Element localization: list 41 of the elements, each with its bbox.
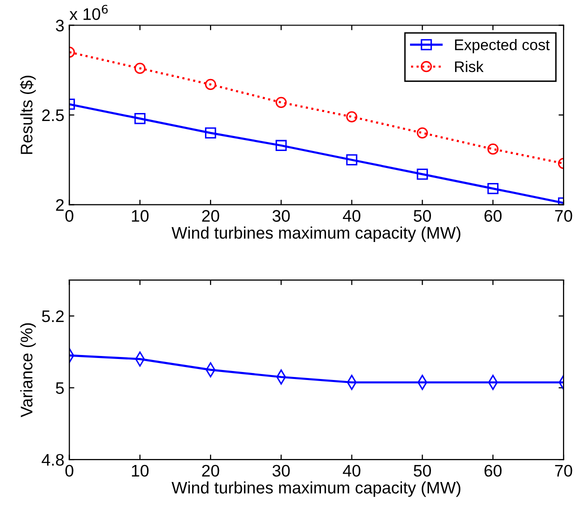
y-tick-label: 4.8: [42, 454, 64, 466]
legend-label: Risk: [455, 60, 484, 72]
x-axis-title: Wind turbines maximum capacity (MW): [172, 481, 460, 497]
x-tick-label: 60: [484, 210, 502, 222]
x-tick-label: 40: [342, 210, 360, 222]
point: [276, 96, 287, 108]
point: [346, 154, 358, 166]
point: [134, 62, 146, 74]
point: [205, 127, 216, 138]
y-tick-label: 2: [56, 199, 64, 211]
point: [134, 113, 146, 124]
y-tick-label: 2.5: [42, 109, 64, 122]
x-tick-label: 50: [414, 464, 431, 477]
x-tick-label: 0: [65, 464, 74, 477]
x-tick-label: 60: [484, 464, 502, 477]
point: [416, 168, 428, 180]
y-tick-label: 3: [56, 20, 64, 32]
x-tick-label: 20: [202, 210, 220, 222]
x-axis-title: Wind turbines maximum capacity (MW): [172, 226, 460, 242]
y-axis-title: Results ($): [20, 76, 36, 154]
point: [276, 140, 287, 152]
point: [487, 183, 499, 194]
x-tick-label: 30: [272, 464, 290, 477]
point: [205, 78, 216, 90]
x-tick-label: 40: [342, 464, 360, 477]
x-tick-label: 20: [202, 464, 220, 477]
point: [346, 111, 358, 122]
x-tick-label: 50: [414, 210, 431, 222]
text: x 10$^{6}$: [70, 4, 108, 20]
y-axis-title: Variance (%): [20, 323, 36, 418]
x-tick-label: 0: [65, 210, 74, 222]
x-tick-label: 70: [555, 464, 572, 477]
y-tick-label: 5: [56, 382, 64, 394]
x-tick-label: 10: [132, 210, 149, 222]
y-tick-label: 5.2: [42, 310, 64, 322]
x-tick-label: 30: [272, 210, 290, 222]
x-tick-label: 10: [132, 464, 149, 477]
point: [487, 144, 499, 155]
legend-label: Expected cost: [455, 39, 550, 54]
point: [416, 127, 428, 138]
x-tick-label: 70: [555, 210, 572, 222]
